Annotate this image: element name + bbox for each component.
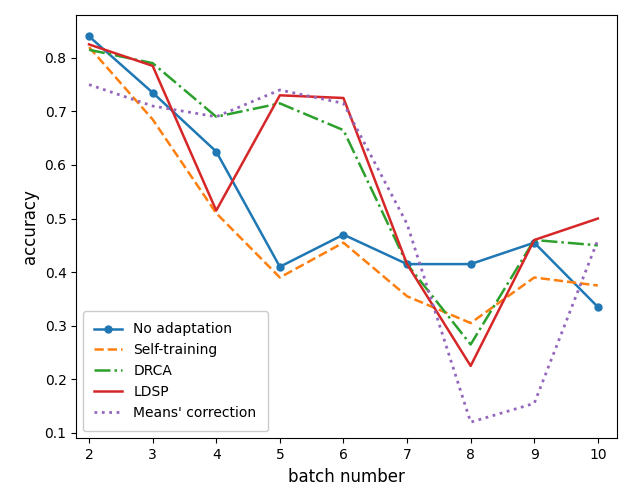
LDSP: [403, 261, 411, 267]
Means' correction: [276, 87, 284, 93]
Line: Means' correction: Means' correction: [89, 85, 598, 422]
Means' correction: [530, 400, 538, 406]
LDSP: [212, 208, 220, 214]
No adaptation: [276, 264, 284, 270]
Y-axis label: accuracy: accuracy: [21, 189, 39, 264]
No adaptation: [594, 304, 602, 310]
Legend: No adaptation, Self-training, DRCA, LDSP, Means' correction: No adaptation, Self-training, DRCA, LDSP…: [83, 311, 268, 431]
Line: DRCA: DRCA: [89, 50, 598, 345]
DRCA: [149, 60, 156, 66]
Self-training: [85, 44, 93, 50]
Means' correction: [403, 221, 411, 227]
Means' correction: [467, 419, 474, 425]
Self-training: [212, 210, 220, 216]
Self-training: [149, 117, 156, 123]
LDSP: [530, 237, 538, 243]
No adaptation: [403, 261, 411, 267]
LDSP: [149, 63, 156, 69]
DRCA: [276, 101, 284, 107]
Self-training: [467, 320, 474, 326]
Line: Self-training: Self-training: [89, 47, 598, 323]
Means' correction: [149, 103, 156, 109]
No adaptation: [149, 90, 156, 96]
X-axis label: batch number: batch number: [288, 468, 405, 486]
Line: LDSP: LDSP: [89, 44, 598, 366]
Means' correction: [340, 101, 347, 107]
DRCA: [85, 47, 93, 53]
LDSP: [594, 216, 602, 222]
Means' correction: [85, 82, 93, 88]
LDSP: [276, 92, 284, 98]
LDSP: [467, 363, 474, 369]
No adaptation: [85, 33, 93, 39]
Line: No adaptation: No adaptation: [86, 33, 601, 310]
DRCA: [212, 114, 220, 120]
DRCA: [467, 342, 474, 348]
Self-training: [530, 274, 538, 280]
No adaptation: [340, 232, 347, 238]
Self-training: [276, 274, 284, 280]
No adaptation: [467, 261, 474, 267]
Self-training: [594, 282, 602, 288]
Self-training: [403, 293, 411, 299]
No adaptation: [530, 240, 538, 246]
DRCA: [340, 127, 347, 133]
Means' correction: [594, 237, 602, 243]
DRCA: [403, 261, 411, 267]
Self-training: [340, 240, 347, 246]
DRCA: [530, 237, 538, 243]
DRCA: [594, 243, 602, 249]
LDSP: [340, 95, 347, 101]
No adaptation: [212, 148, 220, 154]
LDSP: [85, 41, 93, 47]
Means' correction: [212, 114, 220, 120]
